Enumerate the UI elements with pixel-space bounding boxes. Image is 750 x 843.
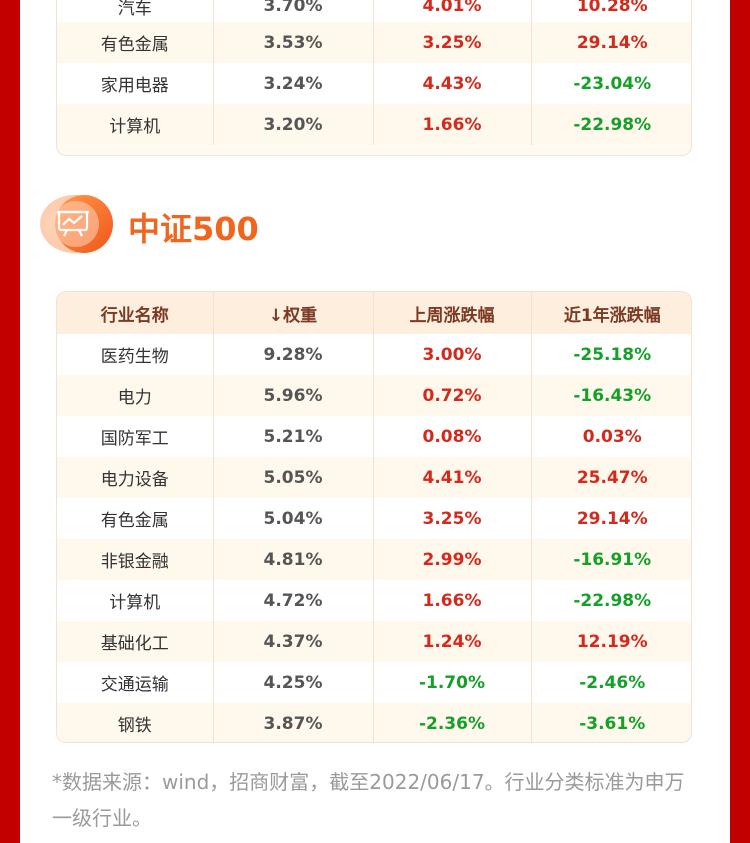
table-row: 医药生物 9.28% 3.00% -25.18%	[57, 334, 691, 375]
weight-cell: 4.81%	[213, 539, 374, 580]
csi500-industry-table: 行业名称 ↓权重 上周涨跌幅 近1年涨跌幅 医药生物 9.28% 3.00% -25.…	[56, 291, 692, 743]
industry-name-cell: 电力	[57, 375, 214, 416]
yearly-change-cell: -16.43%	[531, 375, 691, 416]
weight-cell: 3.53%	[213, 22, 374, 63]
industry-name-cell: 电力设备	[57, 457, 214, 498]
table-row: 国防军工 5.21% 0.08% 0.03%	[57, 416, 691, 457]
industry-name-cell: 有色金属	[57, 22, 214, 63]
yearly-change-cell: 29.14%	[531, 498, 691, 539]
industry-name-cell: 钢铁	[57, 703, 214, 742]
weight-cell: 3.24%	[213, 63, 374, 104]
yearly-change-cell: -3.61%	[531, 703, 691, 742]
table-row: 家用电器 3.24% 4.43% -23.04%	[57, 63, 691, 104]
yearly-change-cell: 25.47%	[531, 457, 691, 498]
weight-cell: 3.70%	[213, 0, 374, 22]
table-row: 有色金属 3.53% 3.25% 29.14%	[57, 22, 691, 63]
weekly-change-cell: 4.41%	[373, 457, 532, 498]
industry-name-cell: 计算机	[57, 580, 214, 621]
weekly-change-cell: 4.43%	[373, 63, 532, 104]
weekly-change-cell: 3.25%	[373, 22, 532, 63]
table-row: 电力 5.96% 0.72% -16.43%	[57, 375, 691, 416]
table-row: 计算机 3.20% 1.66% -22.98%	[57, 104, 691, 145]
weekly-change-cell: 2.99%	[373, 539, 532, 580]
csi500-industry-table-grid: 行业名称 ↓权重 上周涨跌幅 近1年涨跌幅 医药生物 9.28% 3.00% -25.…	[57, 292, 691, 742]
table-row: 交通运输 4.25% -1.70% -2.46%	[57, 662, 691, 703]
weight-cell: 9.28%	[213, 334, 374, 375]
industry-name-cell: 基础化工	[57, 621, 214, 662]
yearly-change-cell: 12.19%	[531, 621, 691, 662]
weight-cell: 5.05%	[213, 457, 374, 498]
industry-name-cell: 交通运输	[57, 662, 214, 703]
yearly-change-cell: -2.46%	[531, 662, 691, 703]
table-row: 电力设备 5.05% 4.41% 25.47%	[57, 457, 691, 498]
table-row: 基础化工 4.37% 1.24% 12.19%	[57, 621, 691, 662]
yearly-change-cell: -16.91%	[531, 539, 691, 580]
industry-name-cell: 医药生物	[57, 334, 214, 375]
weekly-change-cell: 1.24%	[373, 621, 532, 662]
previous-index-table: 汽车 3.70% 4.01% 10.28% 有色金属 3.53% 3.25% 29.14% 家用…	[56, 0, 692, 156]
weight-cell: 5.96%	[213, 375, 374, 416]
weight-cell: 3.87%	[213, 703, 374, 742]
industry-name-cell: 国防军工	[57, 416, 214, 457]
table-row: 钢铁 3.87% -2.36% -3.61%	[57, 703, 691, 742]
yearly-change-cell: 29.14%	[531, 22, 691, 63]
table-row: 有色金属 5.04% 3.25% 29.14%	[57, 498, 691, 539]
weekly-change-cell: 4.01%	[373, 0, 532, 22]
industry-name-cell: 计算机	[57, 104, 214, 145]
industry-name-cell: 家用电器	[57, 63, 214, 104]
data-source-footnote: *数据来源：wind，招商财富，截至2022/06/17。行业分类标准为申万一级…	[52, 770, 685, 830]
header-weight-sort[interactable]: ↓权重	[213, 292, 374, 334]
yearly-change-cell: -22.98%	[531, 580, 691, 621]
previous-index-table-grid: 汽车 3.70% 4.01% 10.28% 有色金属 3.53% 3.25% 29.14% 家用…	[57, 0, 691, 145]
yearly-change-cell: -22.98%	[531, 104, 691, 145]
yearly-change-cell: 10.28%	[531, 0, 691, 22]
yearly-change-cell: 0.03%	[531, 416, 691, 457]
weight-cell: 5.21%	[213, 416, 374, 457]
section-title: 中证500	[128, 210, 259, 248]
table-row: 汽车 3.70% 4.01% 10.28%	[57, 0, 691, 22]
weight-cell: 5.04%	[213, 498, 374, 539]
weight-cell: 4.72%	[213, 580, 374, 621]
weight-cell: 3.20%	[213, 104, 374, 145]
content-panel: 汽车 3.70% 4.01% 10.28% 有色金属 3.53% 3.25% 29.14% 家用…	[20, 0, 730, 843]
table-row: 计算机 4.72% 1.66% -22.98%	[57, 580, 691, 621]
weekly-change-cell: 3.00%	[373, 334, 532, 375]
industry-name-cell: 汽车	[57, 0, 214, 22]
weekly-change-cell: 0.72%	[373, 375, 532, 416]
weight-cell: 4.25%	[213, 662, 374, 703]
table-row: 非银金融 4.81% 2.99% -16.91%	[57, 539, 691, 580]
header-yearly-change[interactable]: 近1年涨跌幅	[531, 292, 691, 334]
weekly-change-cell: -1.70%	[373, 662, 532, 703]
yearly-change-cell: -23.04%	[531, 63, 691, 104]
header-industry-name[interactable]: 行业名称	[57, 292, 214, 334]
yearly-change-cell: -25.18%	[531, 334, 691, 375]
weekly-change-cell: 1.66%	[373, 104, 532, 145]
industry-name-cell: 非银金融	[57, 539, 214, 580]
industry-name-cell: 有色金属	[57, 498, 214, 539]
weekly-change-cell: -2.36%	[373, 703, 532, 742]
chart-presentation-icon	[40, 195, 113, 253]
weight-cell: 4.37%	[213, 621, 374, 662]
weekly-change-cell: 3.25%	[373, 498, 532, 539]
header-weekly-change[interactable]: 上周涨跌幅	[373, 292, 532, 334]
table-header-row: 行业名称 ↓权重 上周涨跌幅 近1年涨跌幅	[57, 292, 691, 334]
weekly-change-cell: 0.08%	[373, 416, 532, 457]
weekly-change-cell: 1.66%	[373, 580, 532, 621]
section-header: 中证500	[40, 194, 340, 254]
